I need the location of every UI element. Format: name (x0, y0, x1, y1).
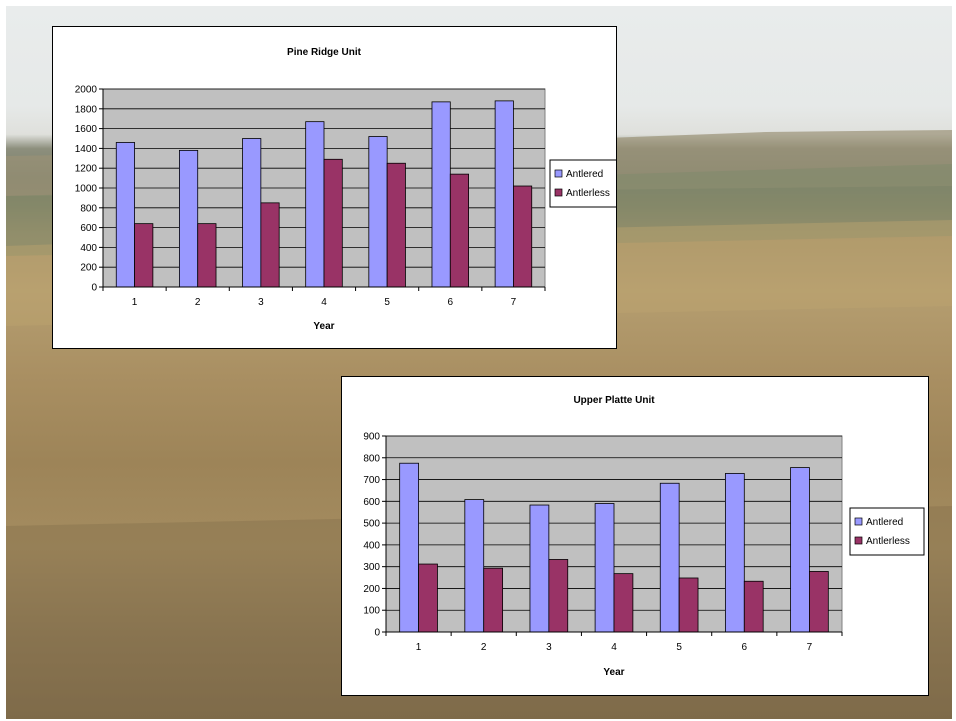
upper-platte-legend-swatch-antlered (854, 517, 863, 526)
pine-ridge-x-tick-label: 1 (132, 297, 138, 308)
pine-ridge-y-tick-label: 1600 (75, 124, 98, 135)
upper-platte-bar-antlered (724, 473, 745, 633)
upper-platte-bar-antlered (790, 467, 810, 633)
pine-ridge-y-tick-label: 800 (80, 203, 97, 214)
pine-ridge-bar-antlerless (197, 223, 217, 288)
pine-ridge-x-tick-label: 5 (384, 297, 390, 308)
upper-platte-y-tick-label: 100 (363, 606, 380, 617)
upper-platte-x-tick-label: 5 (676, 642, 682, 653)
upper-platte-y-tick-label: 0 (374, 628, 380, 639)
upper-platte-x-tick-label: 2 (481, 642, 487, 653)
pine-ridge-x-tick-label: 2 (195, 297, 201, 308)
upper-platte-bar-antlered (464, 499, 485, 633)
upper-platte-legend-swatch-antlerless (854, 536, 863, 545)
pine-ridge-bar-antlered (179, 149, 199, 288)
upper-platte-legend-label-antlered: Antlered (866, 517, 903, 528)
pine-ridge-legend (549, 159, 623, 208)
pine-ridge-y-tick-label: 200 (80, 263, 97, 274)
upper-platte-bar-antlerless (743, 580, 764, 633)
upper-platte-bar-antlerless (418, 563, 438, 633)
upper-platte-title: Upper Platte Unit (573, 395, 655, 406)
upper-platte-bar-antlerless (809, 571, 829, 633)
slide-background: Pine Ridge Unit 0 200 400 600 800 1000 1200 1400… (6, 6, 952, 719)
upper-platte-bar-antlerless (613, 573, 634, 633)
upper-platte-x-axis-label: Year (603, 667, 624, 678)
pine-ridge-legend-swatch-antlerless (554, 188, 563, 197)
pine-ridge-y-tick-label: 0 (91, 283, 97, 294)
upper-platte-bar-antlered (529, 504, 550, 633)
pine-ridge-y-tick-label: 400 (80, 243, 97, 254)
pine-ridge-bar-antlered (368, 136, 388, 288)
pine-ridge-x-axis-label: Year (313, 321, 334, 332)
upper-platte-y-tick-label: 400 (363, 540, 380, 551)
pine-ridge-x-tick-label: 7 (511, 297, 517, 308)
upper-platte-x-tick-label: 3 (546, 642, 552, 653)
upper-platte-legend-label-antlerless: Antlerless (866, 536, 910, 547)
upper-platte-x-tick-label: 7 (807, 642, 813, 653)
upper-platte-y-tick-label: 500 (363, 519, 380, 530)
pine-ridge-y-tick-label: 1000 (75, 184, 98, 195)
upper-platte-y-tick-label: 600 (363, 497, 380, 508)
pine-ridge-y-tick-label: 600 (80, 223, 97, 234)
upper-platte-bar-antlered (659, 482, 680, 633)
pine-ridge-bar-antlered (431, 101, 451, 288)
upper-platte-x-tick-label: 4 (611, 642, 617, 653)
upper-platte-bar-antlerless (548, 559, 569, 633)
chart-upper-platte-svg: Upper Platte Unit 0 100 200 300 400 500 600 700 8… (363, 395, 925, 678)
pine-ridge-bar-antlerless (386, 162, 406, 288)
pine-ridge-bar-antlerless (260, 202, 280, 288)
pine-ridge-legend-label-antlered: Antlered (566, 169, 603, 180)
upper-platte-y-tick-label: 900 (363, 432, 380, 443)
pine-ridge-title: Pine Ridge Unit (287, 47, 362, 58)
upper-platte-bar-antlerless (483, 567, 504, 633)
pine-ridge-bar-antlerless (449, 173, 469, 288)
upper-platte-bar-antlerless (678, 577, 699, 633)
upper-platte-y-tick-label: 800 (363, 453, 380, 464)
pine-ridge-y-tick-label: 1800 (75, 104, 98, 115)
pine-ridge-x-tick-label: 3 (258, 297, 264, 308)
chart-pine-ridge: Pine Ridge Unit 0 200 400 600 800 1000 1200 1400… (52, 26, 623, 349)
pine-ridge-bar-antlered (305, 121, 325, 288)
pine-ridge-bar-antlerless (323, 158, 343, 288)
pine-ridge-bar-antlerless (134, 223, 154, 288)
upper-platte-legend (849, 507, 925, 556)
chart-pine-ridge-svg: Pine Ridge Unit 0 200 400 600 800 1000 1200 1400… (75, 47, 623, 332)
pine-ridge-y-tick-label: 1400 (75, 144, 98, 155)
pine-ridge-legend-swatch-antlered (554, 169, 563, 178)
pine-ridge-x-tick-label: 4 (321, 297, 327, 308)
upper-platte-bar-antlered (399, 462, 419, 633)
pine-ridge-bar-antlered (115, 142, 135, 288)
upper-platte-y-tick-label: 200 (363, 584, 380, 595)
pine-ridge-bar-antlered (242, 138, 262, 288)
pine-ridge-x-tick-label: 6 (448, 297, 454, 308)
pine-ridge-legend-label-antlerless: Antlerless (566, 188, 610, 199)
upper-platte-y-tick-label: 300 (363, 562, 380, 573)
chart-upper-platte: Upper Platte Unit 0 100 200 300 400 500 600 700 8… (341, 376, 929, 696)
pine-ridge-y-tick-label: 2000 (75, 85, 98, 96)
pine-ridge-bar-antlered (494, 100, 514, 288)
upper-platte-x-tick-label: 1 (416, 642, 422, 653)
pine-ridge-y-tick-label: 1200 (75, 164, 98, 175)
pine-ridge-bar-antlerless (513, 185, 533, 288)
upper-platte-y-tick-label: 700 (363, 475, 380, 486)
upper-platte-x-tick-label: 6 (742, 642, 748, 653)
upper-platte-bar-antlered (594, 503, 615, 633)
